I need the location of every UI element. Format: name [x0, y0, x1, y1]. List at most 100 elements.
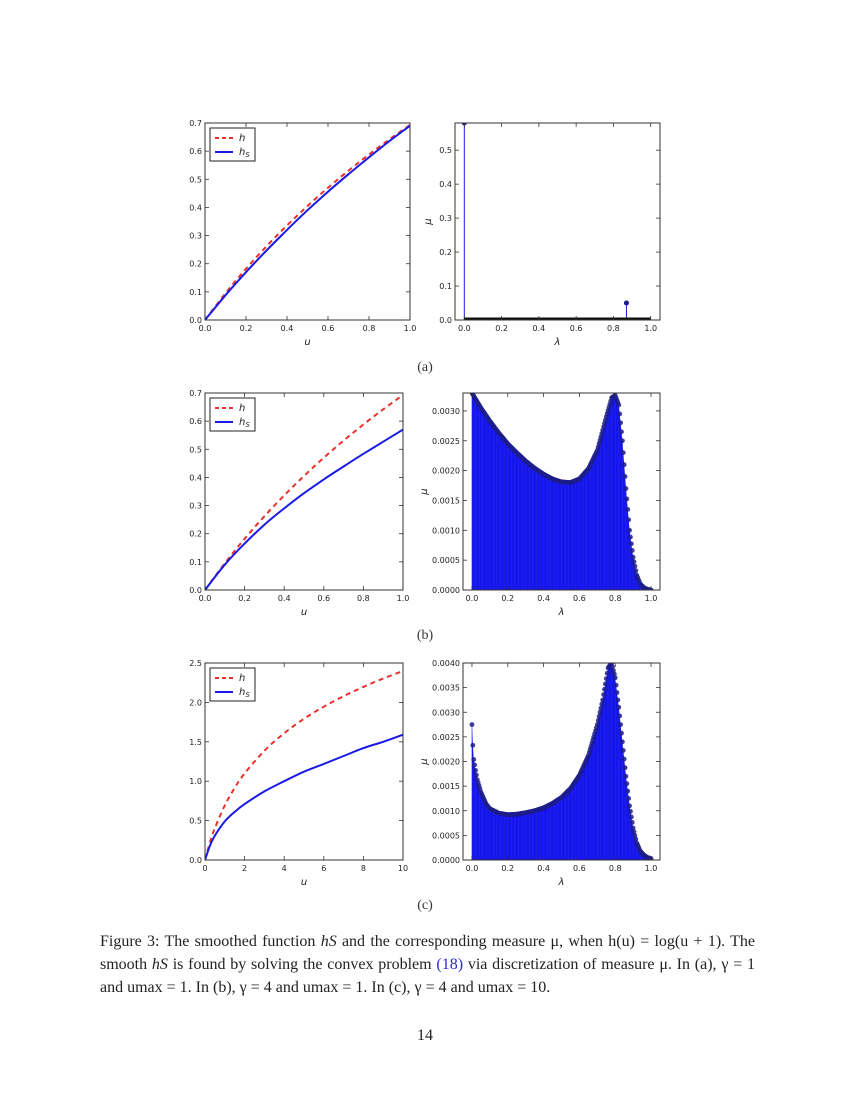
chart-c-hs-vs-h: h hS 0 2 4 6 8 10 0.0 0.5 1.0 1.5 2.0 2.5 u — [189, 659, 408, 888]
svg-text:0.8: 0.8 — [363, 324, 376, 333]
svg-text:0.5: 0.5 — [189, 175, 202, 184]
svg-text:0.0020: 0.0020 — [432, 758, 460, 767]
svg-text:0.0: 0.0 — [189, 316, 202, 325]
axes-frame — [204, 662, 404, 861]
series-line-h — [205, 124, 410, 320]
x-axis-label: u — [304, 337, 310, 348]
series-line-h — [205, 394, 403, 590]
svg-text:1.0: 1.0 — [189, 777, 202, 786]
svg-text:0.5: 0.5 — [439, 146, 452, 155]
subfigure-label-c: (c) — [417, 898, 433, 913]
svg-text:0.5: 0.5 — [189, 817, 202, 826]
svg-text:0.0010: 0.0010 — [432, 526, 460, 535]
svg-text:1.0: 1.0 — [645, 864, 658, 873]
svg-text:0.0030: 0.0030 — [432, 407, 460, 416]
svg-text:0.4: 0.4 — [532, 324, 545, 333]
svg-text:0.0025: 0.0025 — [432, 733, 460, 742]
y-axis-label: μ — [419, 488, 430, 495]
axes-frame — [204, 392, 404, 591]
x-axis-label: λ — [558, 877, 565, 888]
svg-text:1.0: 1.0 — [645, 594, 658, 603]
svg-text:0.6: 0.6 — [317, 594, 330, 603]
svg-text:0.0: 0.0 — [199, 324, 212, 333]
svg-text:0.0035: 0.0035 — [432, 684, 460, 693]
svg-text:0.1: 0.1 — [189, 558, 202, 567]
svg-text:0.0: 0.0 — [189, 586, 202, 595]
equation-reference-link[interactable]: (18) — [436, 956, 464, 973]
svg-text:0.0: 0.0 — [466, 594, 479, 603]
y-axis-label: μ — [423, 218, 434, 225]
svg-text:1.0: 1.0 — [404, 324, 417, 333]
svg-text:0.3: 0.3 — [189, 502, 202, 511]
axes-frame — [462, 392, 661, 591]
svg-text:0.6: 0.6 — [573, 864, 586, 873]
svg-text:0.4: 0.4 — [278, 594, 291, 603]
svg-text:0.0005: 0.0005 — [432, 831, 460, 840]
subfigure-label-b: (b) — [416, 628, 434, 643]
series-line-h — [205, 670, 403, 860]
x-axis-label: λ — [554, 337, 561, 348]
page-number: 14 — [417, 1027, 433, 1044]
caption-prefix: Figure 3: The smoothed function — [100, 933, 321, 950]
svg-text:10: 10 — [398, 864, 408, 873]
svg-text:2: 2 — [242, 864, 247, 873]
svg-text:0.6: 0.6 — [189, 417, 202, 426]
svg-text:1.5: 1.5 — [189, 738, 202, 747]
y-axis-label: μ — [419, 758, 430, 765]
svg-text:0.0030: 0.0030 — [432, 708, 460, 717]
svg-text:0.0015: 0.0015 — [432, 496, 460, 505]
chart-b-hs-vs-h: h hS 0.0 0.2 0.4 0.6 0.8 1.0 0.0 0.1 0.2 0.3 0.4 0.5 0… — [189, 389, 409, 618]
caption-line2-end: via discretization of measure μ. In (a), — [463, 956, 717, 973]
svg-text:0.8: 0.8 — [609, 864, 622, 873]
svg-text:hS: hS — [239, 687, 250, 699]
caption-line3: γ = 1 and umax = 1. In (b), γ = 4 and um… — [100, 956, 756, 996]
svg-text:0.0: 0.0 — [439, 316, 452, 325]
chart-b-measure-mu: 0.0 0.2 0.4 0.6 0.8 1.0 0.0000 0.0005 0.0010 0.00… — [419, 392, 661, 618]
svg-text:0.7: 0.7 — [189, 389, 202, 398]
svg-text:0.0: 0.0 — [199, 594, 212, 603]
svg-text:0.6: 0.6 — [573, 594, 586, 603]
svg-text:0.2: 0.2 — [189, 260, 202, 269]
svg-text:0.2: 0.2 — [238, 594, 251, 603]
svg-text:0.2: 0.2 — [240, 324, 253, 333]
svg-text:hS: hS — [239, 147, 250, 159]
svg-text:0.4: 0.4 — [439, 180, 452, 189]
svg-text:0.4: 0.4 — [281, 324, 294, 333]
svg-text:0.0000: 0.0000 — [432, 586, 460, 595]
svg-text:0.4: 0.4 — [537, 864, 550, 873]
svg-text:4: 4 — [282, 864, 287, 873]
legend: h hS — [209, 127, 256, 162]
svg-text:0.3: 0.3 — [439, 214, 452, 223]
caption-hs-2: hS — [151, 956, 168, 973]
svg-text:0.2: 0.2 — [495, 324, 508, 333]
caption-line1-mid: and the corresponding measure μ, when h(… — [336, 933, 726, 950]
svg-text:0.0010: 0.0010 — [432, 807, 460, 816]
x-axis-label: λ — [558, 607, 565, 618]
svg-text:2.5: 2.5 — [189, 659, 202, 668]
svg-text:0.0: 0.0 — [458, 324, 471, 333]
svg-text:0.0: 0.0 — [466, 864, 479, 873]
axes-frame — [204, 122, 411, 321]
svg-text:0.4: 0.4 — [537, 594, 550, 603]
svg-text:0.2: 0.2 — [189, 530, 202, 539]
svg-text:0.0000: 0.0000 — [432, 856, 460, 865]
svg-text:0.1: 0.1 — [189, 288, 202, 297]
subfigure-label-a: (a) — [417, 360, 433, 375]
svg-text:0.2: 0.2 — [501, 864, 514, 873]
chart-c-measure-mu: 0.0 0.2 0.4 0.6 0.8 1.0 0.0000 0.0005 0.0010 0.00… — [419, 659, 661, 888]
svg-text:0.0005: 0.0005 — [432, 556, 460, 565]
svg-text:0.4: 0.4 — [189, 203, 202, 212]
svg-text:0.6: 0.6 — [322, 324, 335, 333]
axes-frame — [454, 122, 661, 321]
series-line-hS — [205, 124, 410, 320]
caption-hs: hS — [320, 933, 337, 950]
svg-text:0.6: 0.6 — [189, 147, 202, 156]
svg-text:0.5: 0.5 — [189, 445, 202, 454]
svg-text:h: h — [239, 403, 245, 414]
svg-text:1.0: 1.0 — [397, 594, 410, 603]
series-line-hS — [205, 428, 403, 590]
legend: h hS — [209, 397, 256, 432]
svg-text:0: 0 — [202, 864, 207, 873]
chart-a-measure-mu: 0.0 0.2 0.4 0.6 0.8 1.0 0.0 0.1 0.2 0.3 0.4 0.5 λ μ — [423, 122, 661, 348]
